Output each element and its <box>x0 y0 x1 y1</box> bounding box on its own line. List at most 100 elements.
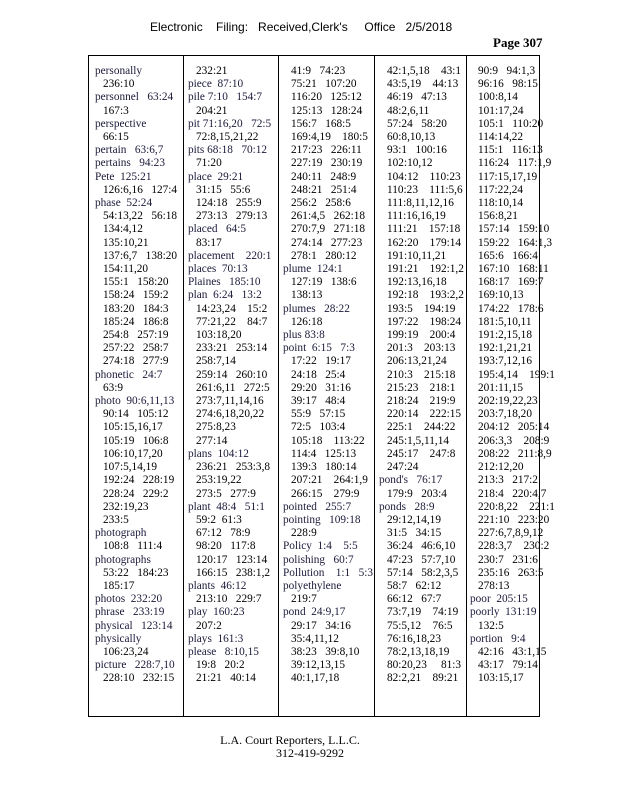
index-page-refs: 169:10,13 <box>478 289 524 302</box>
index-page-refs: 118:10,14 <box>478 197 524 210</box>
index-page-refs: 98:20 117:8 <box>196 540 256 553</box>
index-page-refs: 105:18 113:22 <box>291 434 365 447</box>
index-page-refs: 31:15 55:6 <box>196 183 251 196</box>
index-page-refs: 240:11 248:9 <box>291 170 357 183</box>
index-page-refs: 42:16 43:1,15 <box>478 645 547 658</box>
index-page-refs: 159:22 164:1,3 <box>478 236 553 249</box>
index-page-refs: 66:12 67:7 <box>387 593 442 606</box>
index-entry: pits 68:18 70:12 <box>188 144 268 157</box>
index-page-refs: 278:1 280:12 <box>291 249 357 262</box>
index-page-refs: 39:17 48:4 <box>291 395 346 408</box>
index-page-refs: 247:24 <box>387 461 419 474</box>
index-entry: picture 228:7,10 <box>95 659 175 672</box>
index-page-refs: 106:23,24 <box>103 645 149 658</box>
index-page-refs: 257:22 258:7 <box>103 342 169 355</box>
index-page-refs: 36:24 46:6,10 <box>387 540 456 553</box>
index-page-refs: 233:21 253:14 <box>196 342 268 355</box>
index-page-refs: 31:5 34:15 <box>387 527 442 540</box>
index-page-refs: 116:24 117:1,9 <box>478 157 552 170</box>
index-page-refs: 132:5 <box>478 619 504 632</box>
index-page-refs: 29:17 34:16 <box>291 619 351 632</box>
index-page-refs: 165:6 166:4 <box>478 249 538 262</box>
index-page-refs: 199:19 200:4 <box>387 329 456 342</box>
index-page-refs: 53:22 184:23 <box>103 566 169 579</box>
index-page-refs: 185:17 <box>103 579 135 592</box>
index-page-refs: 193:7,12,16 <box>478 355 532 368</box>
index-entry: pond's 76:17 <box>379 474 443 487</box>
index-page-refs: 218:24 219:9 <box>387 395 456 408</box>
index-page-refs: 138:13 <box>291 289 323 302</box>
index-page-refs: 116:20 125:12 <box>291 91 362 104</box>
index-entry: personally <box>95 65 143 77</box>
index-page-refs: 106:10,17,20 <box>103 447 163 460</box>
index-page-refs: 90:9 94:1,3 <box>478 65 536 77</box>
index-page-refs: 43:5,19 44:13 <box>387 78 459 91</box>
index-entry: please 8:10,15 <box>188 645 259 658</box>
index-page-refs: 78:2,13,18,19 <box>387 645 450 658</box>
index-page-refs: 156:8,21 <box>478 210 518 223</box>
index-page-refs: 125:13 128:24 <box>291 104 363 117</box>
index-page-refs: 126:18 <box>291 315 323 328</box>
index-page-refs: 29:20 31:16 <box>291 381 351 394</box>
index-page-refs: 82:2,21 89:21 <box>387 672 459 685</box>
index-page-refs: 157:14 159:10 <box>478 223 550 236</box>
index-page-refs: 63:9 <box>103 381 124 394</box>
index-page-refs: 191:10,11,21 <box>387 249 447 262</box>
index-page-refs: 274:18 277:9 <box>103 355 169 368</box>
index-page-refs: 107:5,14,19 <box>103 461 157 474</box>
index-page-refs: 105:19 106:8 <box>103 434 169 447</box>
index-page-refs: 124:18 255:9 <box>196 197 262 210</box>
index-page-refs: 192:18 193:2,2 <box>387 289 464 302</box>
index-page-refs: 210:3 215:18 <box>387 368 456 381</box>
index-page-refs: 158:24 159:2 <box>103 289 169 302</box>
index-page-refs: 219:7 <box>291 593 317 606</box>
index-entry: pertain 63:6,7 <box>95 144 164 157</box>
index-page-refs: 270:7,9 271:18 <box>291 223 366 236</box>
index-entry: plume 124:1 <box>283 263 343 276</box>
index-page-refs: 120:17 123:14 <box>196 553 268 566</box>
footer-company: L.A. Court Reporters, L.L.C. <box>220 733 360 747</box>
index-page-refs: 21:21 40:14 <box>196 672 256 685</box>
index-page-refs: 127:19 138:6 <box>291 276 357 289</box>
word-index-box: personally 236:10 personnel 63:24 167:3 pers… <box>88 55 555 717</box>
index-page-refs: 46:19 47:13 <box>387 91 447 104</box>
index-page-refs: 117:15,17,19 <box>478 170 538 183</box>
index-page-refs: 43:17 79:14 <box>478 659 538 672</box>
index-page-refs: 228:9 <box>291 527 317 540</box>
index-entry: phonetic 24:7 <box>95 368 163 381</box>
index-page-refs: 273:5 277:9 <box>196 487 256 500</box>
index-page-refs: 213:10 229:7 <box>196 593 262 606</box>
index-page-refs: 155:1 158:20 <box>103 276 169 289</box>
index-entry: poor 205:15 <box>470 593 528 606</box>
index-page-refs: 104:12 110:23 <box>387 170 461 183</box>
index-page-refs: 96:16 98:15 <box>478 78 538 91</box>
filing-header: Electronic Filing: Received,Clerk's Offi… <box>150 20 453 34</box>
index-page-refs: 111:16,16,19 <box>387 210 446 223</box>
index-entry: places 70:13 <box>188 263 248 276</box>
index-column-1: personally 236:10 personnel 63:24 167:3 pers… <box>95 65 177 686</box>
index-page-refs: 195:4,14 199:1 <box>478 368 555 381</box>
index-page-refs: 208:22 211:8,9 <box>478 447 552 460</box>
index-page-refs: 67:12 78:9 <box>196 527 251 540</box>
index-page-refs: 217:23 226:11 <box>291 144 362 157</box>
index-page-refs: 75:5,12 76:5 <box>387 619 453 632</box>
index-page-refs: 258:7,14 <box>196 355 236 368</box>
index-page-refs: 101:17,24 <box>478 104 524 117</box>
index-page-refs: 54:13,22 56:18 <box>103 210 178 223</box>
index-page-refs: 266:15 279:9 <box>291 487 360 500</box>
index-entry: personnel 63:24 <box>95 91 174 104</box>
index-entry: pointing 109:18 <box>283 513 361 526</box>
index-page-refs: 47:23 57:7,10 <box>387 553 456 566</box>
index-entry: place 29:21 <box>188 170 244 183</box>
index-entry: Plaines 185:10 <box>188 276 261 289</box>
index-page-refs: 156:7 168:5 <box>291 117 351 130</box>
index-entry: play 160:23 <box>188 606 245 619</box>
index-page-refs: 220:8,22 221:1 <box>478 500 555 513</box>
index-page-refs: 192:1,21,21 <box>478 342 532 355</box>
index-page-refs: 59:2 61:3 <box>196 513 242 526</box>
page-number: Page 307 <box>493 35 543 50</box>
index-page-refs: 206:3,3 208:9 <box>478 434 550 447</box>
index-page-refs: 183:20 184:3 <box>103 302 169 315</box>
index-entry: placed 64:5 <box>188 223 247 236</box>
index-column-2: 232:21 piece 87:10 pile 7:10 154:7 204:21 pi… <box>188 65 271 686</box>
